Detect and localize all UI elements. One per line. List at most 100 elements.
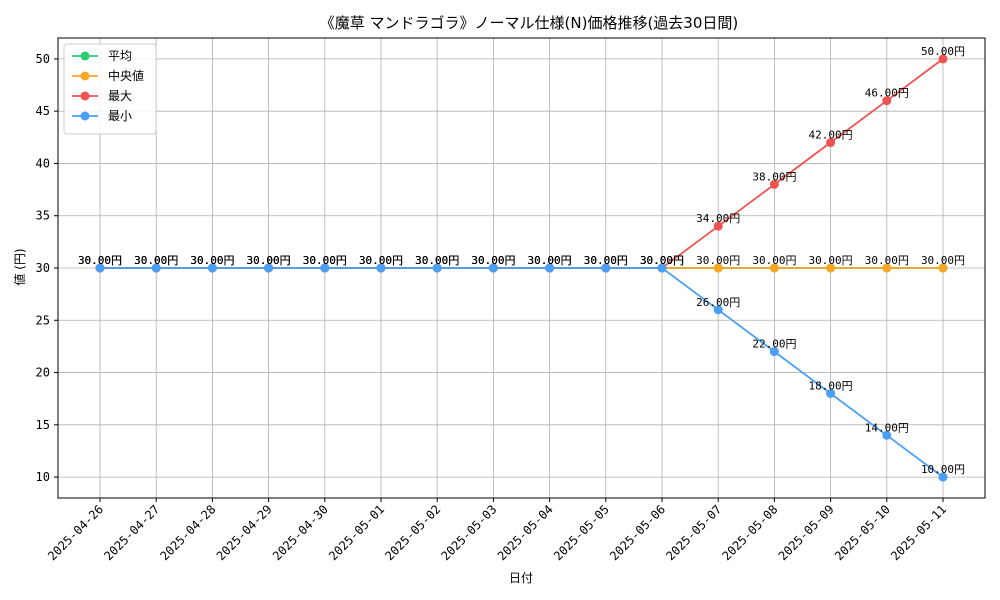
data-label: 30.00円 xyxy=(190,254,234,267)
data-label: 30.00円 xyxy=(359,254,403,267)
data-label: 46.00円 xyxy=(865,87,909,100)
data-point xyxy=(601,263,611,273)
data-label: 30.00円 xyxy=(134,254,178,267)
data-label: 10.00円 xyxy=(921,463,965,476)
x-tick-label: 2025-04-29 xyxy=(214,502,275,563)
data-label: 30.00円 xyxy=(921,254,965,267)
data-label: 30.00円 xyxy=(303,254,347,267)
y-tick-label: 30 xyxy=(36,261,50,275)
x-tick-label: 2025-05-02 xyxy=(382,502,443,563)
x-axis-ticks: 2025-04-262025-04-272025-04-282025-04-29… xyxy=(45,498,949,563)
y-tick-label: 50 xyxy=(36,52,50,66)
data-label: 34.00円 xyxy=(696,212,740,225)
data-point xyxy=(432,263,442,273)
data-label: 22.00円 xyxy=(752,338,796,351)
chart-title: 《魔草 マンドラゴラ》ノーマル仕様(N)価格推移(過去30日間) xyxy=(320,14,739,32)
data-label: 30.00円 xyxy=(528,254,572,267)
data-label: 38.00円 xyxy=(752,170,796,183)
data-label: 30.00円 xyxy=(190,254,234,267)
data-label: 50.00円 xyxy=(921,45,965,58)
data-point xyxy=(545,263,555,273)
data-label: 30.00円 xyxy=(247,254,291,267)
data-point xyxy=(882,96,892,106)
x-tick-label: 2025-05-10 xyxy=(832,502,893,563)
legend-entry: 最大 xyxy=(108,89,132,103)
legend-swatch-marker xyxy=(80,91,90,101)
data-label: 30.00円 xyxy=(303,254,347,267)
data-point xyxy=(95,263,105,273)
data-point xyxy=(151,263,161,273)
legend-swatch-marker xyxy=(80,111,90,121)
data-point xyxy=(264,263,274,273)
y-tick-label: 40 xyxy=(36,156,50,170)
data-label: 30.00円 xyxy=(584,254,628,267)
data-point xyxy=(207,263,217,273)
data-point xyxy=(826,388,836,398)
data-label: 30.00円 xyxy=(415,254,459,267)
y-tick-label: 10 xyxy=(36,470,50,484)
data-point xyxy=(488,263,498,273)
data-label: 30.00円 xyxy=(809,254,853,267)
data-point xyxy=(713,221,723,231)
x-tick-label: 2025-05-01 xyxy=(326,502,387,563)
data-label: 30.00円 xyxy=(471,254,515,267)
data-label: 30.00円 xyxy=(640,254,684,267)
data-point xyxy=(882,263,892,273)
data-label: 30.00円 xyxy=(471,254,515,267)
legend-box xyxy=(63,43,157,135)
data-label: 30.00円 xyxy=(78,254,122,267)
data-label: 26.00円 xyxy=(696,296,740,309)
data-label: 30.00円 xyxy=(640,254,684,267)
legend-entry: 最小 xyxy=(108,109,132,123)
data-point xyxy=(826,263,836,273)
legend-entry: 中央値 xyxy=(108,68,144,83)
y-tick-label: 15 xyxy=(36,418,50,432)
x-axis-label: 日付 xyxy=(509,571,533,585)
data-label: 30.00円 xyxy=(359,254,403,267)
data-point xyxy=(938,54,948,64)
data-labels: 30.00円 30.00円 30.00円 30.00円 30.00円 30.00円 30.0… xyxy=(78,45,965,476)
y-tick-label: 20 xyxy=(36,366,50,380)
data-label: 30.00円 xyxy=(359,254,403,267)
y-axis-label: 値 (円) xyxy=(12,248,27,285)
data-label: 30.00円 xyxy=(415,254,459,267)
x-tick-label: 2025-05-07 xyxy=(663,502,724,563)
series-layer xyxy=(95,54,948,482)
data-label: 30.00円 xyxy=(528,254,572,267)
data-label: 30.00円 xyxy=(471,254,515,267)
data-label: 30.00円 xyxy=(78,254,122,267)
x-tick-label: 2025-04-30 xyxy=(270,502,331,563)
data-point xyxy=(938,263,948,273)
data-point xyxy=(826,138,836,148)
x-tick-label: 2025-05-11 xyxy=(888,502,949,563)
data-label: 30.00円 xyxy=(78,254,122,267)
legend-entry: 平均 xyxy=(108,49,132,63)
data-point xyxy=(320,263,330,273)
x-tick-label: 2025-04-27 xyxy=(101,502,162,563)
data-label: 30.00円 xyxy=(752,254,796,267)
data-label: 18.00円 xyxy=(809,379,853,392)
data-label: 30.00円 xyxy=(134,254,178,267)
x-tick-label: 2025-04-26 xyxy=(45,502,106,563)
data-label: 30.00円 xyxy=(247,254,291,267)
y-axis-ticks: 10 15 20 25 30 35 40 45 50 xyxy=(36,52,58,484)
data-label: 30.00円 xyxy=(528,254,572,267)
x-tick-label: 2025-05-04 xyxy=(495,502,556,563)
series-line xyxy=(100,267,944,478)
data-label: 30.00円 xyxy=(134,254,178,267)
data-label: 30.00円 xyxy=(303,254,347,267)
data-point xyxy=(769,179,779,189)
data-point xyxy=(882,430,892,440)
data-point xyxy=(769,263,779,273)
data-point xyxy=(938,472,948,482)
x-tick-label: 2025-05-03 xyxy=(439,502,500,563)
data-point xyxy=(769,347,779,357)
data-label: 30.00円 xyxy=(696,254,740,267)
x-tick-label: 2025-05-06 xyxy=(607,502,668,563)
data-label: 30.00円 xyxy=(584,254,628,267)
data-label: 30.00円 xyxy=(865,254,909,267)
y-tick-label: 45 xyxy=(36,104,50,118)
legend-swatch-marker xyxy=(80,71,90,81)
y-tick-label: 35 xyxy=(36,209,50,223)
